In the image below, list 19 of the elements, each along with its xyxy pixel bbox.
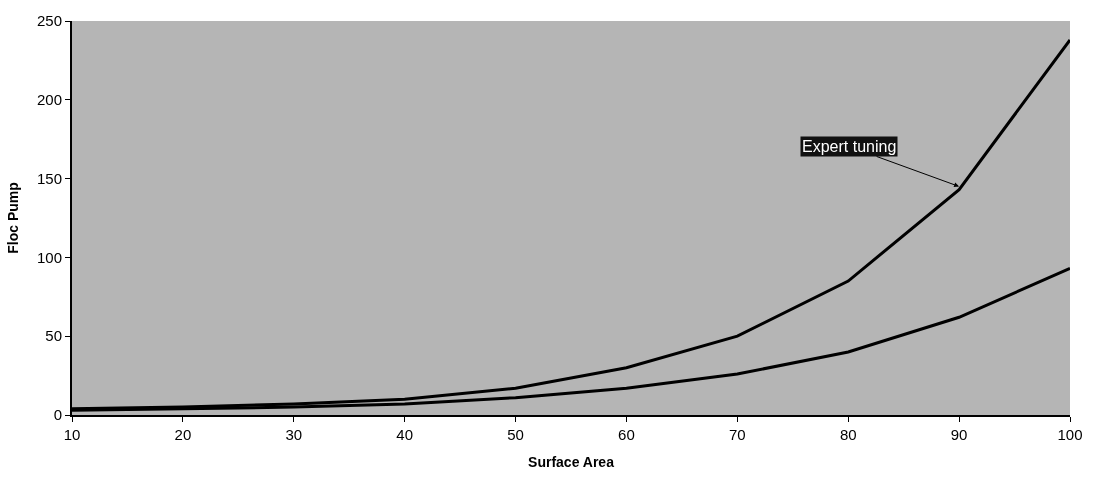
y-tick-label: 50 — [45, 327, 62, 345]
y-axis-title: Floc Pump — [5, 182, 22, 254]
x-tick-label: 50 — [507, 426, 524, 443]
x-tick-label: 90 — [950, 426, 968, 443]
x-tick-label: 100 — [1057, 426, 1083, 443]
y-tick-label: 150 — [36, 169, 62, 187]
x-tick-label: 30 — [285, 426, 303, 443]
x-tick-label: 10 — [63, 426, 81, 443]
x-tick-label: 40 — [396, 426, 414, 443]
y-tick-label: 200 — [36, 91, 62, 109]
x-tick-label: 80 — [839, 426, 857, 443]
x-tick-label: 20 — [174, 426, 192, 443]
y-tick-label: 100 — [36, 248, 62, 266]
x-tick-label: 60 — [618, 426, 635, 443]
y-tick-label: 0 — [53, 406, 62, 424]
annotation: Expert tuning — [802, 138, 897, 155]
y-tick-label: 250 — [36, 12, 62, 30]
x-tick-label: 70 — [728, 426, 746, 443]
x-axis-title: Surface Area — [528, 453, 615, 470]
